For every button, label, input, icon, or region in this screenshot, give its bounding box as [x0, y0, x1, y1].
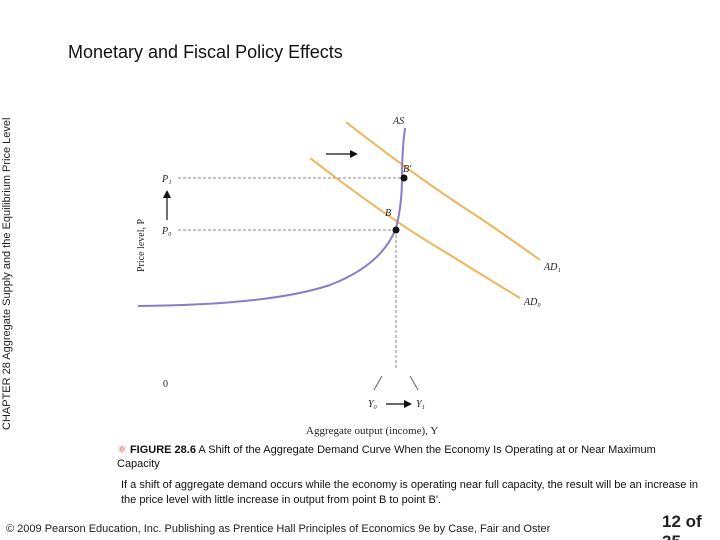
ad-shift-arrow [326, 150, 358, 158]
slide-title: Monetary and Fiscal Policy Effects [68, 42, 343, 62]
output-right-arrow [386, 400, 412, 408]
origin-label: 0 [163, 379, 168, 390]
point-b-dot [392, 226, 400, 234]
chapter-number: CHAPTER 28 [1, 362, 13, 430]
as-label: AS [392, 116, 404, 127]
figure-icon: ⚛ [117, 444, 127, 456]
x-axis-label: Aggregate output (income), Y [306, 425, 438, 437]
point-b-prime-dot [400, 174, 408, 182]
copyright-footer: © 2009 Pearson Education, Inc. Publishin… [6, 523, 551, 535]
output-pointer-lines [373, 375, 419, 391]
p1-label: P₁ [161, 174, 172, 185]
y1-label: Y₁ [416, 399, 425, 410]
ad1-curve [345, 121, 541, 261]
p0-label: P₀ [161, 226, 172, 237]
as-curve [137, 127, 406, 307]
point-b-prime-label: B' [403, 164, 412, 175]
point-b-label: B [385, 208, 391, 219]
ad1-label: AD₁ [543, 262, 561, 273]
figure-number: FIGURE 28.6 [129, 444, 196, 456]
y-axis-label: Price level, P [136, 219, 147, 272]
chapter-side-label: CHAPTER 28 Aggregate Supply and the Equi… [1, 118, 17, 430]
ad0-curve [309, 157, 521, 299]
page-number: 12 of 35 [662, 512, 702, 540]
figure-description: If a shift of aggregate demand occurs wh… [121, 479, 699, 506]
figure-caption-text: A Shift of the Aggregate Demand Curve Wh… [117, 444, 656, 470]
figure-caption: ⚛ FIGURE 28.6 A Shift of the Aggregate D… [117, 443, 687, 471]
ad-as-diagram: AS B' B AD₁ AD₀ P₁ P₀ Price level, P 0 Y… [136, 116, 561, 437]
y0-label: Y₀ [368, 399, 378, 410]
price-up-arrow [163, 190, 171, 220]
chapter-title: Aggregate Supply and the Equilibrium Pri… [1, 117, 13, 360]
ad0-label: AD₀ [523, 297, 541, 308]
